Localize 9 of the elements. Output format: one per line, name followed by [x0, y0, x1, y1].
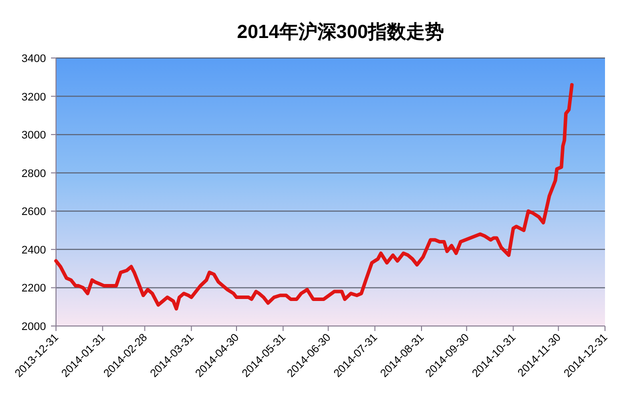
y-tick-label: 2000 — [22, 321, 46, 333]
y-tick-label: 2800 — [22, 168, 46, 180]
y-tick-label: 3200 — [22, 91, 46, 104]
chart-title: 2014年沪深300指数走势 — [237, 21, 444, 43]
y-tick-label: 3400 — [22, 53, 46, 65]
y-tick-label: 3000 — [22, 130, 46, 142]
y-tick-label: 2600 — [22, 206, 46, 218]
y-tick-label: 2400 — [22, 244, 46, 256]
y-tick-label: 2200 — [22, 282, 46, 295]
